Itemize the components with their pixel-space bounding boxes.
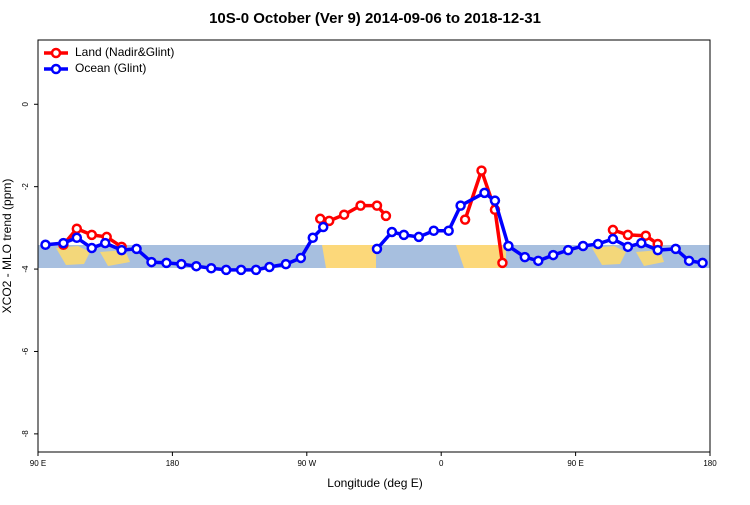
data-point	[71, 223, 83, 234]
x-tick-label: 0	[439, 459, 444, 468]
data-point	[443, 225, 454, 237]
data-point	[640, 230, 652, 241]
data-point	[519, 251, 531, 263]
data-point	[314, 213, 326, 225]
data-point	[547, 249, 559, 261]
data-point	[455, 200, 466, 211]
x-tick-label: 90 W	[297, 459, 316, 468]
data-point	[479, 187, 490, 199]
data-point	[323, 215, 335, 227]
x-tick-label: 180	[166, 459, 180, 468]
data-point	[338, 209, 350, 220]
data-point	[386, 226, 398, 238]
legend-label: Ocean (Glint)	[75, 61, 146, 75]
data-point	[317, 221, 329, 233]
data-point	[497, 257, 508, 269]
data-point	[220, 264, 232, 276]
chart-title: 10S-0 October (Ver 9) 2014-09-06 to 2018…	[209, 10, 541, 27]
data-point	[205, 262, 217, 274]
data-point	[489, 195, 501, 206]
data-point	[398, 229, 410, 241]
data-point	[562, 244, 574, 256]
y-tick-label: -4	[21, 265, 30, 273]
data-point	[459, 214, 471, 225]
legend-marker	[50, 47, 62, 59]
data-point	[533, 255, 544, 267]
data-point	[697, 257, 708, 269]
data-point	[503, 240, 514, 252]
data-point	[161, 257, 172, 269]
data-point	[652, 244, 663, 256]
map-land	[56, 246, 130, 266]
x-tick-label: 180	[703, 459, 717, 468]
data-point	[683, 255, 695, 267]
data-point	[607, 233, 619, 245]
data-point	[264, 261, 275, 273]
data-point	[476, 165, 487, 176]
x-tick-label: 90 E	[567, 459, 583, 468]
data-point	[428, 225, 439, 237]
data-point	[371, 243, 383, 255]
data-point	[86, 229, 98, 241]
y-tick-label: -6	[21, 347, 30, 355]
data-point	[40, 239, 51, 251]
data-point	[413, 231, 425, 243]
x-axis-label: Longitude (deg E)	[327, 476, 422, 490]
plot-frame	[37, 39, 711, 453]
data-point	[146, 256, 157, 268]
data-point	[307, 232, 319, 244]
x-tick-label: 90 E	[30, 459, 46, 468]
data-point	[58, 237, 69, 249]
data-point	[235, 264, 247, 276]
data-point	[371, 200, 383, 211]
data-point	[622, 229, 634, 241]
y-tick-label: -2	[21, 183, 30, 191]
data-point	[355, 200, 366, 211]
data-point	[380, 210, 392, 222]
data-point	[607, 224, 619, 236]
map-land	[322, 245, 506, 268]
data-point	[636, 237, 647, 249]
data-point	[116, 244, 127, 256]
data-point	[622, 241, 634, 253]
y-tick-label: 0	[21, 101, 30, 106]
data-point	[295, 252, 307, 264]
legend-marker	[50, 63, 62, 75]
data-point	[577, 240, 589, 252]
data-point	[670, 243, 681, 255]
y-tick-label: -8	[21, 430, 30, 438]
y-axis-label: XCO2 - MLO trend (ppm)	[0, 179, 14, 314]
data-point	[191, 260, 202, 272]
map-land	[592, 246, 664, 266]
data-point	[176, 258, 187, 270]
data-point	[280, 258, 292, 270]
data-point	[131, 243, 142, 255]
legend-label: Land (Nadir&Glint)	[75, 45, 174, 59]
data-point	[71, 232, 83, 244]
data-point	[592, 238, 604, 250]
data-point	[99, 237, 111, 249]
data-point	[250, 264, 262, 276]
data-point	[86, 242, 98, 254]
